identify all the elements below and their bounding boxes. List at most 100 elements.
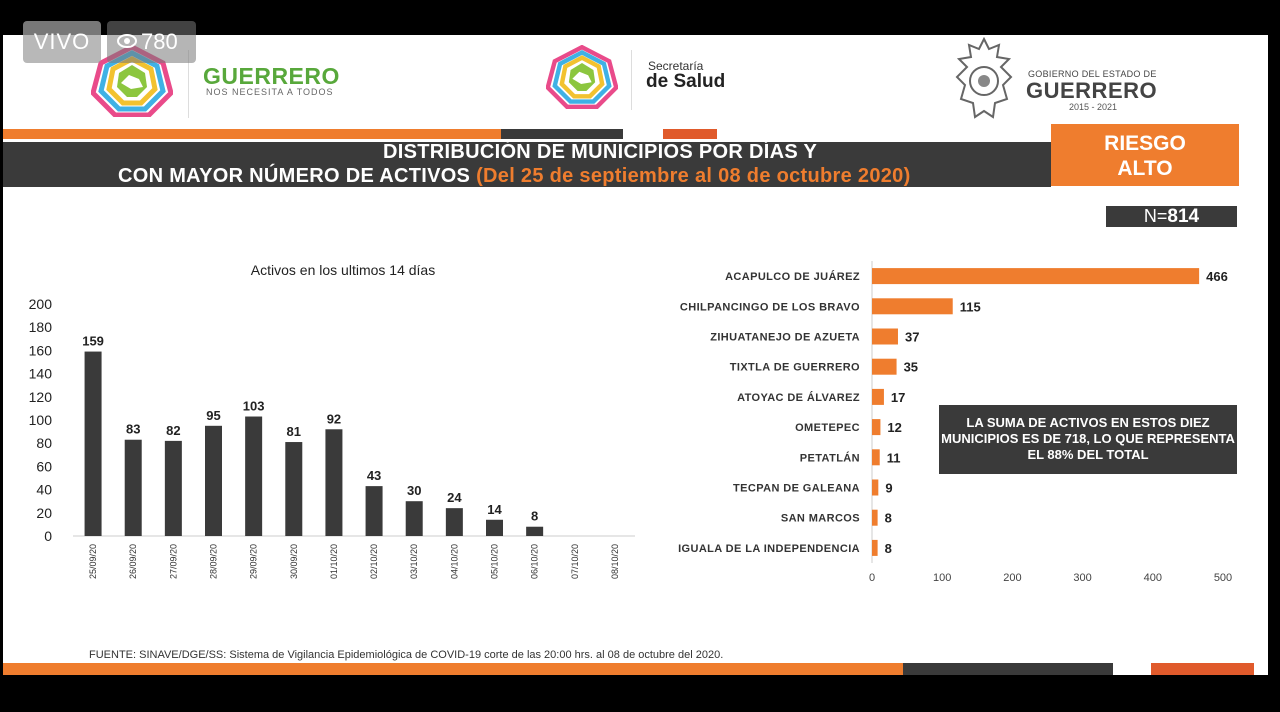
x-tick-label: 05/10/20 <box>490 544 500 579</box>
x-tick-label: 500 <box>1214 572 1232 584</box>
bar <box>164 440 182 536</box>
x-tick-label: 100 <box>933 572 951 584</box>
category-label: TIXTLA DE GUERRERO <box>730 362 860 374</box>
data-label: 83 <box>126 422 140 437</box>
salud-logo-line1: Secretaría <box>648 59 704 73</box>
data-label: 37 <box>905 330 919 345</box>
bar <box>872 479 879 496</box>
title-bar <box>3 142 1051 187</box>
bottom-stripe-red <box>1151 663 1254 675</box>
top-stripe-dark <box>501 129 623 139</box>
bottom-stripe-orange <box>3 663 903 675</box>
title-date-range: (Del 25 de septiembre al 08 de octubre 2… <box>476 165 911 187</box>
divider <box>631 50 632 110</box>
guerrero-logo-subtitle: NOS NECESITA A TODOS <box>206 87 334 97</box>
x-tick-label: 04/10/20 <box>449 544 459 579</box>
data-label: 12 <box>887 420 901 435</box>
total-prefix: N= <box>1143 206 1168 226</box>
bottom-stripe-dark <box>903 663 1113 675</box>
data-label: 103 <box>243 399 265 414</box>
bar <box>84 351 102 536</box>
x-tick-label: 07/10/20 <box>570 544 580 579</box>
y-tick-label: 40 <box>36 482 52 498</box>
x-tick-label: 27/09/20 <box>168 544 178 579</box>
category-label: IGUALA DE LA INDEPENDENCIA <box>678 543 860 555</box>
bar <box>205 425 222 536</box>
data-label: 43 <box>367 468 381 483</box>
x-tick-label: 400 <box>1144 572 1162 584</box>
title-line2: CON MAYOR NÚMERO DE ACTIVOS (Del 25 de s… <box>118 165 911 188</box>
bar <box>365 486 383 536</box>
x-tick-label: 28/09/20 <box>209 544 219 579</box>
y-tick-label: 80 <box>36 435 52 451</box>
y-tick-label: 60 <box>36 458 52 474</box>
title-line2-text: CON MAYOR NÚMERO DE ACTIVOS <box>118 165 471 187</box>
municipalities-chart: ACAPULCO DE JUÁREZ 466 CHILPANCINGO DE LOS… <box>678 261 1232 584</box>
y-tick-label: 100 <box>29 412 53 428</box>
y-tick-label: 0 <box>44 528 52 544</box>
y-tick-label: 140 <box>29 366 53 382</box>
risk-line1: RIESGO <box>1104 132 1186 155</box>
bar <box>445 508 463 536</box>
salud-logo-line2: de Salud <box>646 71 726 92</box>
category-label: ACAPULCO DE JUÁREZ <box>725 270 860 283</box>
data-label: 81 <box>287 424 301 439</box>
top-stripe-red <box>663 129 717 139</box>
data-label: 82 <box>166 423 180 438</box>
x-tick-label: 29/09/20 <box>249 544 259 579</box>
data-label: 95 <box>206 408 220 423</box>
data-label: 466 <box>1206 269 1228 284</box>
gobierno-logo-line2: GUERRERO <box>1026 78 1158 103</box>
bar <box>872 419 881 436</box>
bar <box>872 298 953 315</box>
data-label: 14 <box>487 502 502 517</box>
data-label: 11 <box>887 450 901 465</box>
viewer-count: 780 <box>107 21 196 63</box>
data-label: 9 <box>885 481 892 496</box>
x-tick-label: 06/10/20 <box>530 544 540 579</box>
bar <box>872 268 1200 285</box>
divider <box>188 50 189 118</box>
bar <box>325 429 343 536</box>
bar <box>486 519 503 536</box>
bar <box>872 388 884 405</box>
data-label: 17 <box>891 390 905 405</box>
category-label: SAN MARCOS <box>781 513 860 525</box>
source-text: FUENTE: SINAVE/DGE/SS: Sistema de Vigila… <box>89 649 724 661</box>
x-tick-label: 0 <box>869 572 875 584</box>
data-label: 24 <box>447 490 462 505</box>
y-tick-label: 200 <box>29 296 53 312</box>
risk-badge: RIESGO ALTO <box>1051 124 1239 186</box>
live-label: VIVO <box>23 21 101 63</box>
bar <box>124 439 142 536</box>
chart-title: Activos en los ultimos 14 días <box>251 262 435 278</box>
gobierno-logo-years: 2015 - 2021 <box>1069 102 1118 112</box>
total-badge: N=814 <box>1106 206 1237 227</box>
bar <box>526 526 544 536</box>
bar <box>245 416 263 536</box>
state-seal-icon <box>955 37 1013 119</box>
y-tick-label: 160 <box>29 342 53 358</box>
gobierno-logo-line1: GOBIERNO DEL ESTADO DE <box>1028 69 1157 79</box>
category-label: ZIHUATANEJO DE AZUETA <box>710 332 860 344</box>
category-label: ATOYAC DE ÁLVAREZ <box>737 391 860 404</box>
live-badge: VIVO 780 <box>23 21 196 63</box>
category-label: CHILPANCINGO DE LOS BRAVO <box>680 301 860 313</box>
risk-line2: ALTO <box>1117 157 1173 180</box>
x-tick-label: 02/10/20 <box>369 544 379 579</box>
category-label: OMETEPEC <box>795 422 860 434</box>
y-tick-label: 120 <box>29 389 53 405</box>
daily-actives-chart: Activos en los ultimos 14 días 0 20 40 60 80 1… <box>29 262 635 579</box>
y-tick-label: 20 <box>36 505 52 521</box>
viewer-count-value: 780 <box>141 29 178 54</box>
guerrero-logo-icon <box>91 45 173 117</box>
data-label: 8 <box>531 509 538 524</box>
data-label: 8 <box>885 511 892 526</box>
bar <box>872 358 897 375</box>
data-label: 159 <box>82 334 104 349</box>
data-label: 115 <box>960 299 981 314</box>
x-tick-label: 25/09/20 <box>88 544 98 579</box>
title-line1: DISTRIBUCIÓN DE MUNICIPIOS POR DÍAS Y <box>383 141 818 163</box>
y-tick-label: 180 <box>29 319 53 335</box>
bar <box>872 328 898 345</box>
